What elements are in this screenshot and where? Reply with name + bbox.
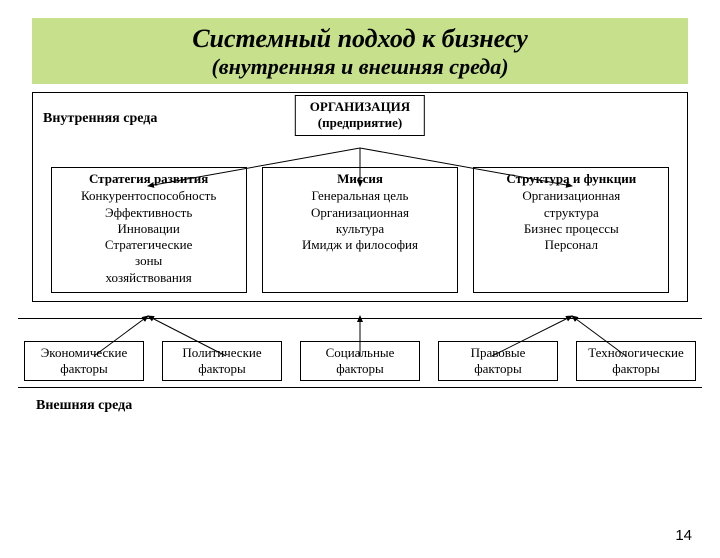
factor-economic: Экономические факторы bbox=[24, 341, 144, 382]
column-mission: Миссия Генеральная цель Организационная … bbox=[262, 167, 458, 293]
column-line: Эффективность bbox=[56, 205, 242, 221]
column-strategy: Стратегия развития Конкурентоспособность… bbox=[51, 167, 247, 293]
factor-legal: Правовые факторы bbox=[438, 341, 558, 382]
org-line2: (предприятие) bbox=[310, 115, 410, 131]
org-line1: ОРГАНИЗАЦИЯ bbox=[310, 99, 410, 115]
column-structure: Структура и функции Организационная стру… bbox=[473, 167, 669, 293]
factor-line: факторы bbox=[579, 361, 693, 377]
column-line: Имидж и философия bbox=[267, 237, 453, 253]
column-line: Конкурентоспособность bbox=[56, 188, 242, 204]
factor-line: факторы bbox=[441, 361, 555, 377]
column-line: Организационная bbox=[478, 188, 664, 204]
factor-line: факторы bbox=[303, 361, 417, 377]
column-line: Стратегические bbox=[56, 237, 242, 253]
inner-environment-label: Внутренняя среда bbox=[43, 99, 203, 127]
column-line: хозяйствования bbox=[56, 270, 242, 286]
factor-line: Социальные bbox=[303, 345, 417, 361]
organization-box: ОРГАНИЗАЦИЯ (предприятие) bbox=[295, 95, 425, 136]
factor-line: факторы bbox=[165, 361, 279, 377]
column-line: Генеральная цель bbox=[267, 188, 453, 204]
title-banner: Системный подход к бизнесу (внутренняя и… bbox=[32, 18, 688, 84]
external-factors-frame: Экономические факторы Политические факто… bbox=[18, 318, 702, 389]
factor-technological: Технологические факторы bbox=[576, 341, 696, 382]
top-row: Внутренняя среда ОРГАНИЗАЦИЯ (предприяти… bbox=[33, 93, 687, 127]
column-line: культура bbox=[267, 221, 453, 237]
factor-line: факторы bbox=[27, 361, 141, 377]
columns-row: Стратегия развития Конкурентоспособность… bbox=[33, 167, 687, 299]
factor-line: Политические bbox=[165, 345, 279, 361]
page-number: 14 bbox=[675, 527, 692, 544]
factor-line: Экономические bbox=[27, 345, 141, 361]
column-header: Структура и функции bbox=[478, 171, 664, 187]
column-header: Миссия bbox=[267, 171, 453, 187]
column-line: зоны bbox=[56, 253, 242, 269]
title-sub: (внутренняя и внешняя среда) bbox=[32, 54, 688, 80]
factor-political: Политические факторы bbox=[162, 341, 282, 382]
factor-social: Социальные факторы bbox=[300, 341, 420, 382]
column-line: Организационная bbox=[267, 205, 453, 221]
factor-line: Правовые bbox=[441, 345, 555, 361]
column-header: Стратегия развития bbox=[56, 171, 242, 187]
outer-environment-label: Внешняя среда bbox=[36, 398, 720, 414]
column-line: Персонал bbox=[478, 237, 664, 253]
factor-line: Технологические bbox=[579, 345, 693, 361]
inner-environment-frame: Внутренняя среда ОРГАНИЗАЦИЯ (предприяти… bbox=[32, 92, 688, 302]
column-line: структура bbox=[478, 205, 664, 221]
title-main: Системный подход к бизнесу bbox=[32, 24, 688, 54]
column-line: Инновации bbox=[56, 221, 242, 237]
column-line: Бизнес процессы bbox=[478, 221, 664, 237]
